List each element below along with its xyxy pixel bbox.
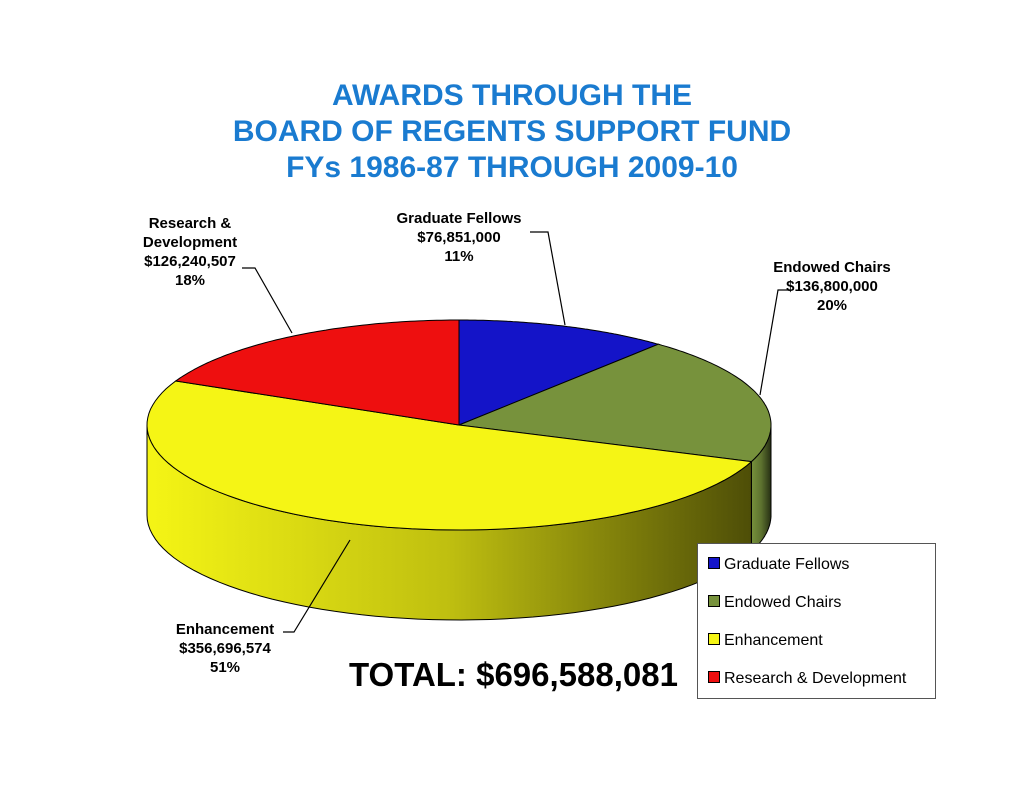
pie-slice-enhancement (146, 380, 753, 531)
label-research-value: $126,240,507 (144, 253, 236, 270)
label-research-percent: 18% (174, 272, 206, 289)
leader-endowed-chairs (759, 289, 790, 396)
legend-label-graduate-fellows: Graduate Fellows (724, 556, 850, 573)
legend-item-graduate-fellows: Graduate Fellows (708, 555, 849, 575)
label-endowed-chairs-name: Endowed Chairs (773, 259, 891, 276)
label-enhancement-value: $356,696,574 (179, 640, 271, 657)
label-graduate-fellows-percent: 11% (444, 248, 474, 265)
label-graduate-fellows: Graduate Fellows $76,851,000 11% (369, 209, 549, 266)
chart-title-line-1: AWARDS THROUGH THE (332, 79, 692, 112)
chart-legend: Graduate Fellows Endowed Chairs Enhancem… (697, 543, 936, 699)
leader-research-development (242, 267, 293, 334)
legend-swatch-research-development (708, 671, 720, 684)
legend-swatch-enhancement (708, 633, 720, 646)
label-endowed-chairs-percent: 20% (816, 297, 848, 314)
label-endowed-chairs: Endowed Chairs $136,800,000 20% (752, 258, 912, 315)
legend-swatch-endowed-chairs (708, 595, 720, 608)
legend-label-research-development: Research & Development (724, 670, 907, 687)
label-research-name-2: Development (142, 234, 238, 251)
label-graduate-fellows-value: $76,851,000 (417, 229, 501, 246)
label-research-development: Research & Development $126,240,507 18% (110, 214, 270, 290)
legend-item-research-development: Research & Development (708, 669, 906, 689)
label-enhancement: Enhancement $356,696,574 51% (145, 620, 305, 677)
total-label: TOTAL: $696,588,081 (349, 656, 678, 693)
legend-item-endowed-chairs: Endowed Chairs (708, 593, 841, 613)
label-graduate-fellows-name: Graduate Fellows (396, 210, 522, 227)
label-research-name-1: Research & (148, 215, 232, 232)
legend-item-enhancement: Enhancement (708, 631, 823, 651)
label-enhancement-percent: 51% (209, 659, 241, 676)
legend-label-endowed-chairs: Endowed Chairs (724, 594, 842, 611)
pie-slice-endowed-chairs (457, 343, 772, 463)
leader-graduate-fellows (530, 231, 566, 326)
chart-title-line-3: FYs 1986-87 THROUGH 2009-10 (286, 151, 738, 184)
pie-slice-graduate-fellows (458, 319, 661, 426)
pie-slice-research-development (174, 319, 460, 426)
label-enhancement-name: Enhancement (175, 621, 275, 638)
legend-swatch-graduate-fellows (708, 557, 720, 570)
legend-label-enhancement: Enhancement (724, 632, 823, 649)
leader-enhancement (283, 539, 351, 633)
label-endowed-chairs-value: $136,800,000 (786, 278, 878, 295)
chart-title-line-2: BOARD OF REGENTS SUPPORT FUND (232, 115, 792, 148)
